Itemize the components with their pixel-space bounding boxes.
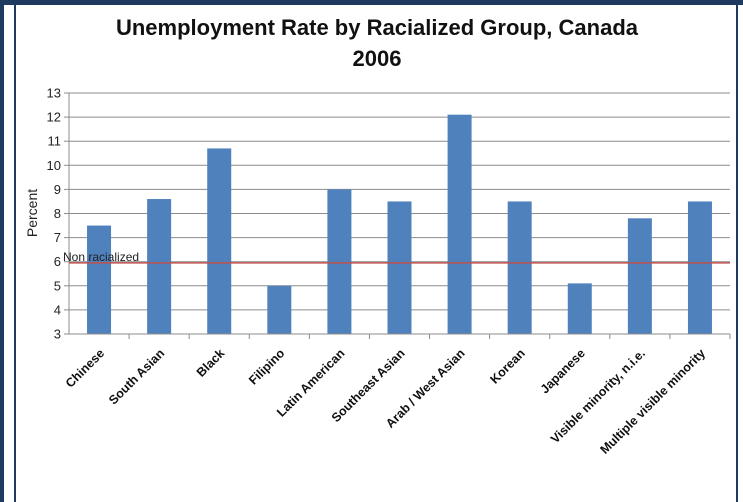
bar-visible-minority-n-i-e [627, 218, 652, 334]
bar-southeast-asian [387, 201, 412, 334]
x-tick-label: Chinese [63, 346, 107, 390]
x-tick-label: Black [194, 346, 228, 380]
bars [87, 114, 712, 334]
y-tick-label: 8 [54, 206, 61, 221]
x-tick-label: South Asian [106, 346, 167, 407]
x-tick-label: Japanese [538, 346, 588, 396]
y-tick-label: 10 [47, 158, 61, 173]
bar-japanese [567, 283, 592, 334]
y-tick-label: 7 [54, 230, 61, 245]
y-tick-label: 13 [47, 86, 61, 101]
y-axis-label: Percent [24, 189, 40, 237]
y-tick-label: 9 [54, 182, 61, 197]
axes [64, 92, 731, 339]
bar-filipino [267, 285, 292, 334]
y-tick-label: 4 [54, 302, 61, 317]
x-tick-label: Korean [487, 346, 527, 386]
y-tick-label: 12 [47, 110, 61, 125]
bar-korean [507, 201, 532, 334]
x-tick-label: Filipino [246, 346, 288, 388]
bar-multiple-visible-minority [687, 201, 712, 334]
frame-left-rule [14, 5, 16, 502]
bar-latin-american [327, 189, 352, 334]
bar-black [207, 148, 232, 334]
x-tick-label: Multiple visible minority [597, 346, 708, 457]
chart-title: Unemployment Rate by Racialized Group, C… [116, 15, 639, 40]
reference-line-label: Non racialized [63, 250, 139, 264]
reference-line-group: Non racialized [63, 250, 730, 264]
bar-chinese [87, 225, 112, 334]
y-tick-label: 11 [48, 134, 62, 149]
y-tick-label: 3 [54, 327, 61, 342]
y-tick-label: 6 [54, 254, 61, 269]
y-tick-label: 5 [54, 278, 61, 293]
y-tick-labels: 3 4 5 6 7 8 9 10 11 12 13 [47, 86, 61, 342]
bar-south-asian [147, 199, 172, 334]
bar-arab-west-asian [447, 114, 472, 334]
chart-subtitle: 2006 [353, 46, 402, 71]
frame-right-rule [736, 5, 738, 502]
